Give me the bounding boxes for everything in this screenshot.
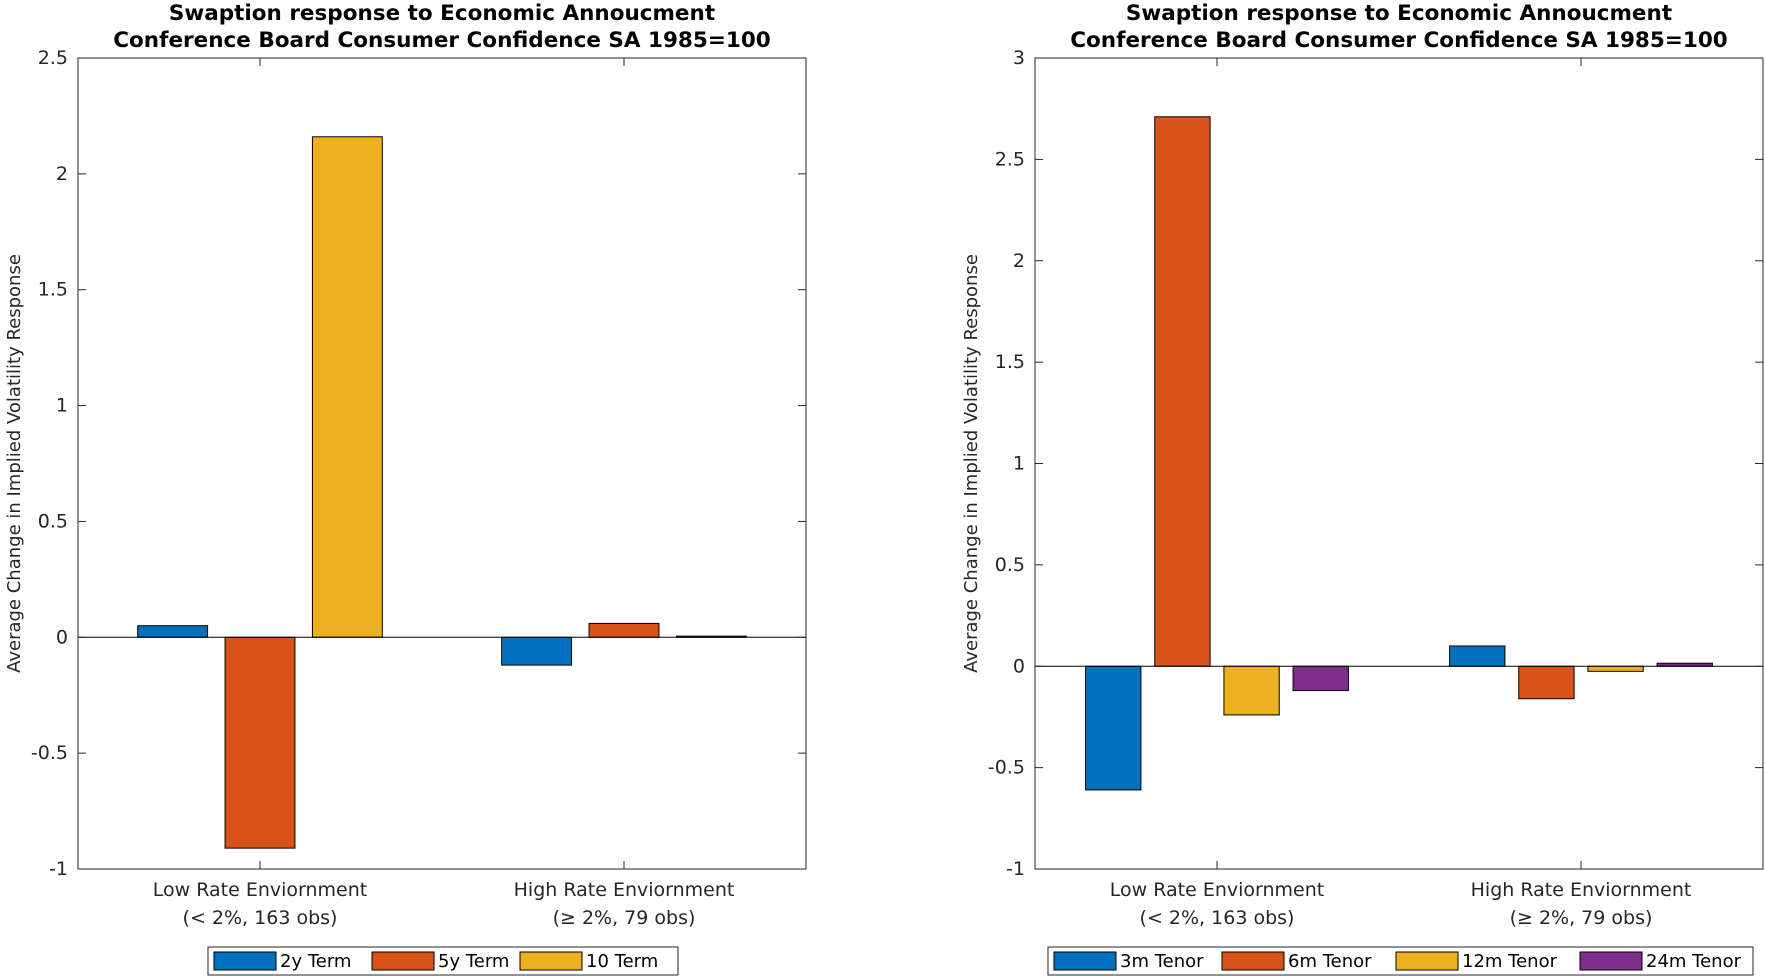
y-tick-label: 2.5 bbox=[995, 148, 1025, 170]
x-tick-label: (≥ 2%, 79 obs) bbox=[553, 907, 696, 929]
chart-title-line: Swaption response to Economic Annoucment bbox=[1126, 1, 1672, 26]
bar-6m-tenor-1 bbox=[1154, 116, 1211, 667]
legend-swatch bbox=[519, 951, 583, 971]
bar-5y-term-1 bbox=[224, 636, 296, 849]
y-tick-label: -1 bbox=[1006, 858, 1025, 880]
y-tick-label: 2 bbox=[1013, 250, 1025, 272]
x-tick-label: (≥ 2%, 79 obs) bbox=[1510, 907, 1653, 929]
y-tick-label: 2 bbox=[56, 163, 68, 185]
axes-box bbox=[77, 57, 807, 870]
legend: 2y Term 5y Term 10 Term bbox=[207, 946, 679, 976]
y-tick-label: 0.5 bbox=[995, 554, 1025, 576]
bar-3m-tenor-2 bbox=[1449, 645, 1506, 667]
bar-5y-term-2 bbox=[588, 622, 660, 638]
y-tick-label: 0.5 bbox=[38, 510, 68, 532]
y-tick-label: -0.5 bbox=[31, 742, 68, 764]
y-tick-label: 3 bbox=[1013, 47, 1025, 69]
chart-1: Swaption response to Economic Annoucment… bbox=[4, 1, 807, 976]
legend-swatch bbox=[1053, 951, 1117, 971]
legend-entry-label: 10 Term bbox=[586, 951, 658, 972]
y-tick-label: 1.5 bbox=[38, 279, 68, 301]
y-tick-label: -1 bbox=[49, 858, 68, 880]
legend-entry-label: 3m Tenor bbox=[1120, 951, 1204, 972]
y-tick-label: 2.5 bbox=[38, 47, 68, 69]
legend-swatch bbox=[371, 951, 435, 971]
y-tick-label: 1 bbox=[1013, 453, 1025, 475]
y-tick-label: 0 bbox=[56, 626, 68, 648]
y-axis-label: Average Change in Implied Volatility Res… bbox=[4, 254, 25, 673]
legend-entry-label: 6m Tenor bbox=[1288, 951, 1372, 972]
bar-3m-tenor-1 bbox=[1085, 665, 1142, 791]
legend-box bbox=[207, 946, 679, 976]
y-tick-label: 1.5 bbox=[995, 351, 1025, 373]
y-tick-label: -0.5 bbox=[988, 757, 1025, 779]
chart-title-line: Conference Board Consumer Confidence SA … bbox=[113, 28, 771, 53]
legend-swatch bbox=[1221, 951, 1285, 971]
x-tick-label: High Rate Enviornment bbox=[1471, 879, 1692, 901]
legend-swatch bbox=[1579, 951, 1643, 971]
bar-12m-tenor-1 bbox=[1223, 665, 1280, 716]
x-tick-label: (< 2%, 163 obs) bbox=[183, 907, 338, 929]
legend-swatch bbox=[213, 951, 277, 971]
x-tick-label: (< 2%, 163 obs) bbox=[1140, 907, 1295, 929]
chart-2: Swaption response to Economic Annoucment… bbox=[961, 1, 1764, 976]
legend-entry-label: 12m Tenor bbox=[1462, 951, 1558, 972]
chart-title-line: Swaption response to Economic Annoucment bbox=[169, 1, 715, 26]
axes-box bbox=[1034, 57, 1764, 870]
y-tick-label: 1 bbox=[56, 395, 68, 417]
legend-entry-label: 2y Term bbox=[280, 951, 351, 972]
bar-10-term-1 bbox=[311, 136, 383, 638]
y-tick-label: 0 bbox=[1013, 655, 1025, 677]
bar-24m-tenor-1 bbox=[1292, 665, 1349, 692]
x-tick-label: High Rate Enviornment bbox=[514, 879, 735, 901]
legend-swatch bbox=[1395, 951, 1459, 971]
x-tick-label: Low Rate Enviornment bbox=[153, 879, 367, 901]
legend: 3m Tenor 6m Tenor 12m Tenor 24m Tenor bbox=[1047, 946, 1754, 976]
y-axis-label: Average Change in Implied Volatility Res… bbox=[961, 254, 982, 673]
bar-12m-tenor-2 bbox=[1587, 665, 1644, 672]
bar-2y-term-2 bbox=[501, 636, 573, 666]
chart-title-line: Conference Board Consumer Confidence SA … bbox=[1070, 28, 1728, 53]
bar-6m-tenor-2 bbox=[1518, 665, 1575, 700]
bar-2y-term-1 bbox=[137, 625, 209, 638]
legend-entry-label: 24m Tenor bbox=[1646, 951, 1742, 972]
legend-entry-label: 5y Term bbox=[438, 951, 509, 972]
x-tick-label: Low Rate Enviornment bbox=[1110, 879, 1324, 901]
